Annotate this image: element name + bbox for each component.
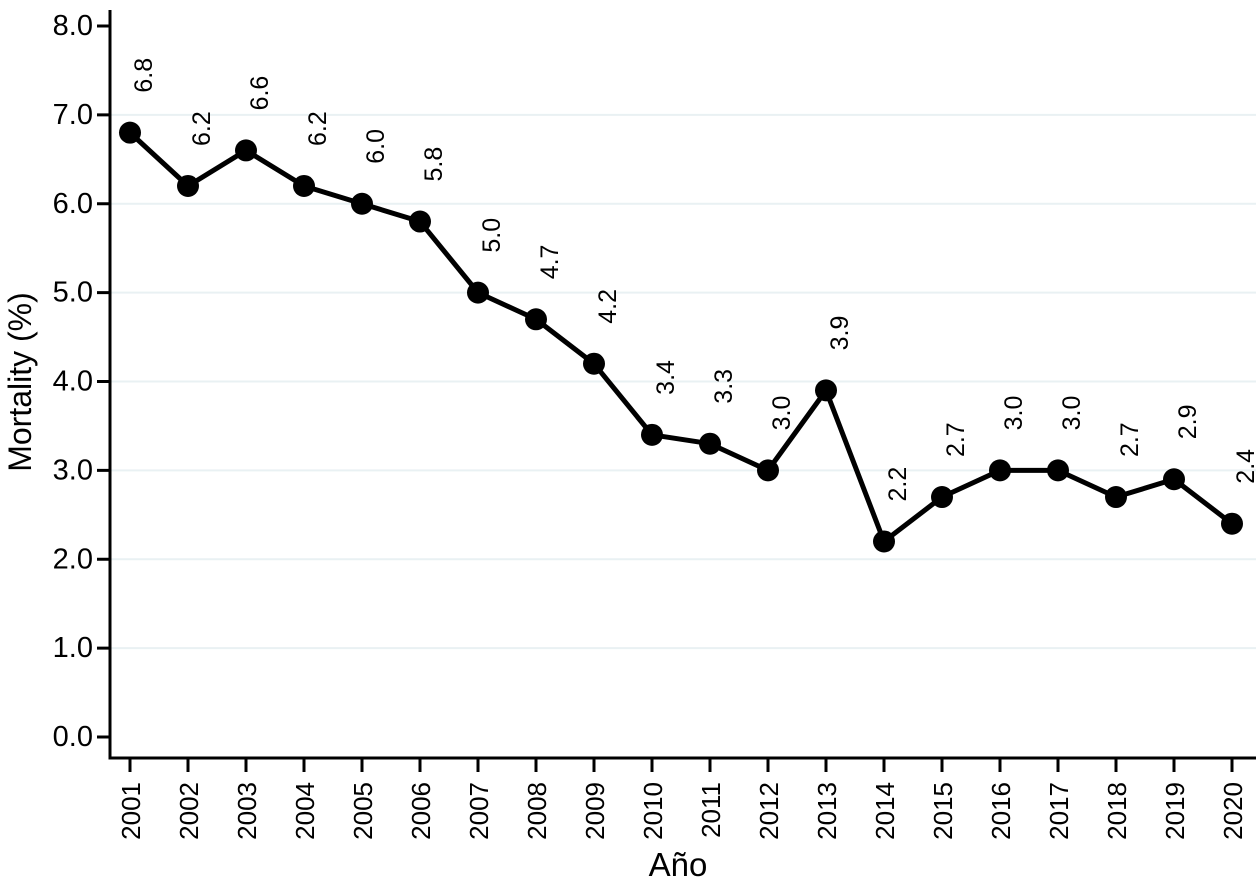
data-point (757, 459, 779, 482)
data-point (235, 139, 257, 162)
data-point (1047, 459, 1069, 482)
x-tick-label: 2005 (348, 782, 378, 840)
data-point (177, 174, 199, 197)
data-point-label: 3.4 (652, 360, 680, 395)
x-tick-label: 2015 (928, 782, 958, 840)
x-tick-label: 2004 (290, 782, 320, 840)
data-point-label: 4.2 (594, 289, 622, 324)
data-point-label: 2.7 (942, 422, 970, 457)
data-point (931, 486, 953, 509)
data-point-label: 6.2 (188, 111, 216, 146)
x-tick-label: 2016 (986, 782, 1016, 840)
x-tick-label: 2008 (522, 782, 552, 840)
chart-plot-area: 0.0 1.0 2.0 3.0 4.0 5.0 6.0 7.0 8.0 2001 2002 2003 2… (53, 10, 1258, 840)
x-tick-label: 2014 (870, 782, 900, 840)
data-point-label: 5.8 (420, 147, 448, 182)
series-line (127, 130, 1235, 544)
x-axis-title: Año (649, 846, 708, 883)
data-point-label: 3.9 (826, 316, 854, 351)
y-tick-label: 7.0 (53, 99, 93, 131)
data-point-label: 3.3 (710, 369, 738, 404)
data-point-label: 3.0 (1000, 396, 1028, 431)
data-point-label: 3.0 (1058, 396, 1086, 431)
x-tick-label: 2012 (754, 782, 784, 840)
data-point-label: 6.0 (362, 129, 390, 164)
data-point-label: 3.0 (768, 396, 796, 431)
data-point-label: 4.7 (536, 245, 564, 280)
y-tick-label: 0.0 (53, 721, 93, 753)
x-tick-label: 2011 (696, 782, 726, 838)
x-tick-label: 2003 (232, 782, 262, 840)
y-tick-label: 4.0 (53, 366, 93, 398)
x-tick-label: 2020 (1218, 782, 1248, 840)
y-tick-label: 1.0 (53, 632, 93, 664)
x-tick-label: 2010 (638, 782, 668, 840)
y-tick-label: 6.0 (53, 188, 93, 220)
data-point (119, 121, 141, 144)
y-axis-title: Mortality (%) (2, 292, 38, 472)
x-tick-label: 2001 (116, 782, 146, 840)
x-tick-label: 2009 (580, 782, 610, 840)
data-point (641, 423, 663, 446)
data-point (699, 432, 721, 455)
data-point (467, 281, 489, 304)
x-tick-label: 2007 (464, 782, 494, 840)
x-tick-label: 2002 (174, 782, 204, 840)
data-point (1163, 468, 1185, 491)
data-point (583, 352, 605, 375)
data-point (351, 192, 373, 215)
data-point-label: 5.0 (478, 218, 506, 253)
y-tick-label: 8.0 (53, 10, 93, 42)
data-point-label: 2.4 (1232, 449, 1258, 484)
data-point (525, 308, 547, 331)
x-tick-label: 2013 (812, 782, 842, 840)
data-point (873, 530, 895, 553)
y-tick-label: 5.0 (53, 277, 93, 309)
x-tick-label: 2019 (1160, 782, 1190, 840)
data-point (1105, 486, 1127, 509)
data-point-label: 6.2 (304, 111, 332, 146)
data-point (989, 459, 1011, 482)
data-point (815, 379, 837, 402)
y-tick-label: 2.0 (53, 543, 93, 575)
data-point-label: 6.8 (130, 58, 158, 93)
x-tick-label: 2017 (1044, 782, 1074, 840)
y-tick-label: 3.0 (53, 454, 93, 486)
x-tick-label: 2006 (406, 782, 436, 840)
data-point (293, 174, 315, 197)
x-tick-label: 2018 (1102, 782, 1132, 840)
data-point-label: 2.7 (1116, 422, 1144, 457)
data-point (1221, 512, 1243, 535)
data-point (409, 210, 431, 233)
data-point-label: 2.2 (884, 467, 912, 502)
data-point-label: 2.9 (1174, 404, 1202, 439)
data-point-label: 6.6 (246, 76, 274, 111)
